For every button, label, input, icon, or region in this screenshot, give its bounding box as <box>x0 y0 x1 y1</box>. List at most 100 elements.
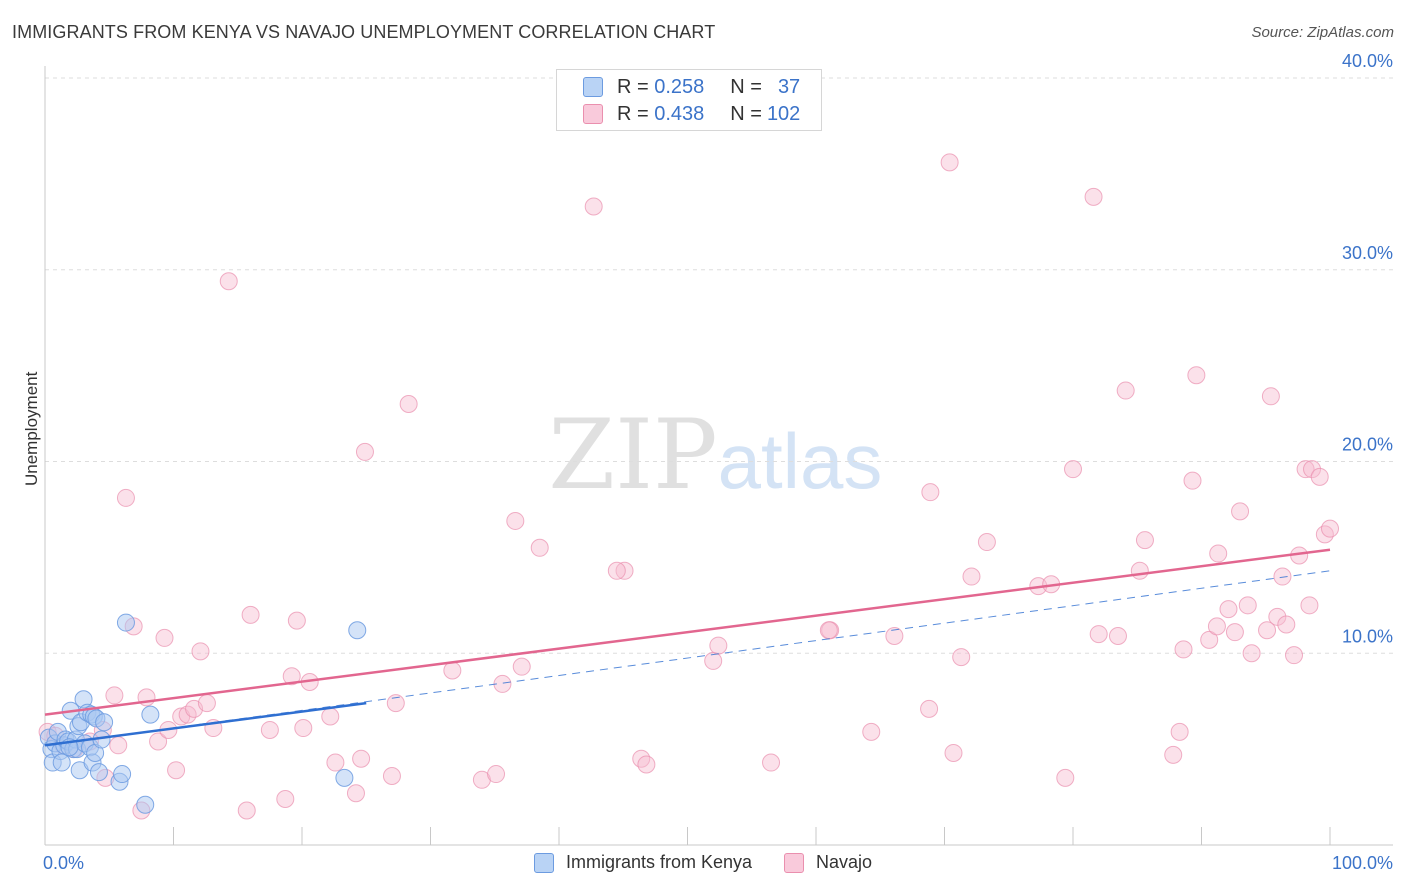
navajo-point <box>962 567 981 586</box>
y-tick-label-20: 20.0% <box>1342 435 1393 455</box>
kenya-trend-line <box>44 701 367 747</box>
legend-item-navajo: Navajo <box>784 852 872 873</box>
navajo-point <box>977 533 996 552</box>
navajo-n-label: N = <box>730 102 762 125</box>
navajo-point <box>584 197 603 216</box>
navajo-point <box>237 801 256 820</box>
navajo-point <box>1084 187 1103 206</box>
kenya-point <box>116 613 135 632</box>
navajo-point <box>1242 644 1261 663</box>
navajo-point <box>294 719 313 738</box>
kenya-r-label: R = <box>617 75 649 98</box>
navajo-point <box>1321 519 1339 538</box>
navajo-point <box>321 707 340 726</box>
navajo-point <box>615 561 634 580</box>
navajo-point <box>632 749 651 768</box>
y-tick-label-10: 10.0% <box>1342 626 1393 646</box>
kenya-n-label: N = <box>730 75 762 98</box>
legend-navajo-swatch <box>784 852 805 873</box>
kenya-point <box>348 621 367 640</box>
navajo-point <box>287 611 306 630</box>
x-tick-label-min: 0.0% <box>43 853 84 873</box>
navajo-point <box>1064 460 1082 479</box>
navajo-point <box>1277 615 1296 634</box>
kenya-point <box>136 795 155 814</box>
navajo-r-value: 0.438 <box>654 102 705 125</box>
navajo-n-value: 102 <box>766 102 801 125</box>
navajo-point <box>819 621 838 640</box>
navajo-point <box>1135 531 1154 550</box>
navajo-point <box>885 626 904 645</box>
navajo-point <box>282 667 301 686</box>
kenya-point <box>89 763 108 782</box>
navajo-point <box>1164 745 1183 764</box>
legend-navajo-label: Navajo <box>816 852 873 872</box>
navajo-point <box>1170 722 1189 741</box>
navajo-point <box>191 642 210 661</box>
kenya-n-value: 37 <box>777 75 801 98</box>
navajo-point <box>241 605 260 624</box>
navajo-point <box>921 483 940 502</box>
navajo-point <box>1174 640 1193 659</box>
navajo-point <box>1200 630 1219 649</box>
navajo-point <box>1225 623 1244 642</box>
navajo-point <box>1209 544 1228 563</box>
legend-row-navajo: R = 0.438 N = 102 <box>583 102 800 126</box>
kenya-point <box>95 713 114 732</box>
navajo-point <box>487 765 506 784</box>
kenya-point <box>113 765 132 784</box>
navajo-point <box>197 694 216 713</box>
navajo-point <box>1089 625 1108 644</box>
watermark: ZIP atlas <box>548 399 882 511</box>
y-tick-label-30: 30.0% <box>1342 243 1393 263</box>
trend-lines <box>44 548 1331 747</box>
navajo-point <box>399 394 418 413</box>
navajo-point <box>386 694 405 713</box>
legend-kenya-swatch <box>533 852 554 873</box>
navajo-point <box>352 749 371 768</box>
kenya-point <box>52 753 71 772</box>
navajo-point <box>944 743 963 762</box>
navajo-trend-line <box>44 548 1331 716</box>
navajo-point <box>637 755 656 774</box>
navajo-point <box>1303 460 1322 479</box>
navajo-point <box>512 657 531 676</box>
navajo-point <box>1258 621 1277 640</box>
navajo-point <box>920 699 939 718</box>
chart-source: Source: ZipAtlas.com <box>1251 24 1394 41</box>
y-tick-labels: 10.0% 20.0% 30.0% 40.0% <box>1342 51 1393 646</box>
navajo-point <box>1231 502 1250 521</box>
navajo-point <box>530 538 549 557</box>
navajo-point <box>952 648 971 667</box>
navajo-points <box>38 153 1339 820</box>
navajo-point <box>607 561 626 580</box>
navajo-point <box>109 736 128 755</box>
x-tick-labels: 0.0% 100.0% <box>43 853 1393 873</box>
correlation-legend: R = 0.258 N = 37 R = 0.438 N = 102 <box>556 69 822 131</box>
navajo-point <box>1310 467 1329 486</box>
navajo-point <box>1273 567 1292 586</box>
navajo-point <box>1315 525 1334 544</box>
navajo-point <box>862 722 881 741</box>
navajo-point <box>1219 600 1238 619</box>
navajo-point <box>167 761 186 780</box>
navajo-point <box>326 753 345 772</box>
navajo-point <box>276 789 295 808</box>
legend-kenya-label: Immigrants from Kenya <box>565 852 753 872</box>
navajo-point <box>116 488 135 507</box>
navajo-point <box>762 753 781 772</box>
navajo-point <box>1130 561 1149 580</box>
navajo-point <box>443 661 462 680</box>
navajo-point <box>1207 617 1226 636</box>
navajo-point <box>1261 387 1280 406</box>
navajo-swatch <box>583 104 603 124</box>
navajo-point <box>1238 596 1257 615</box>
navajo-point <box>709 636 728 655</box>
navajo-point <box>506 511 525 530</box>
navajo-point <box>105 686 124 705</box>
legend-row-kenya: R = 0.258 N = 37 <box>583 75 800 99</box>
navajo-point <box>1296 460 1315 479</box>
series-legend: Immigrants from Kenya Navajo <box>0 852 1406 873</box>
navajo-point <box>149 732 168 751</box>
